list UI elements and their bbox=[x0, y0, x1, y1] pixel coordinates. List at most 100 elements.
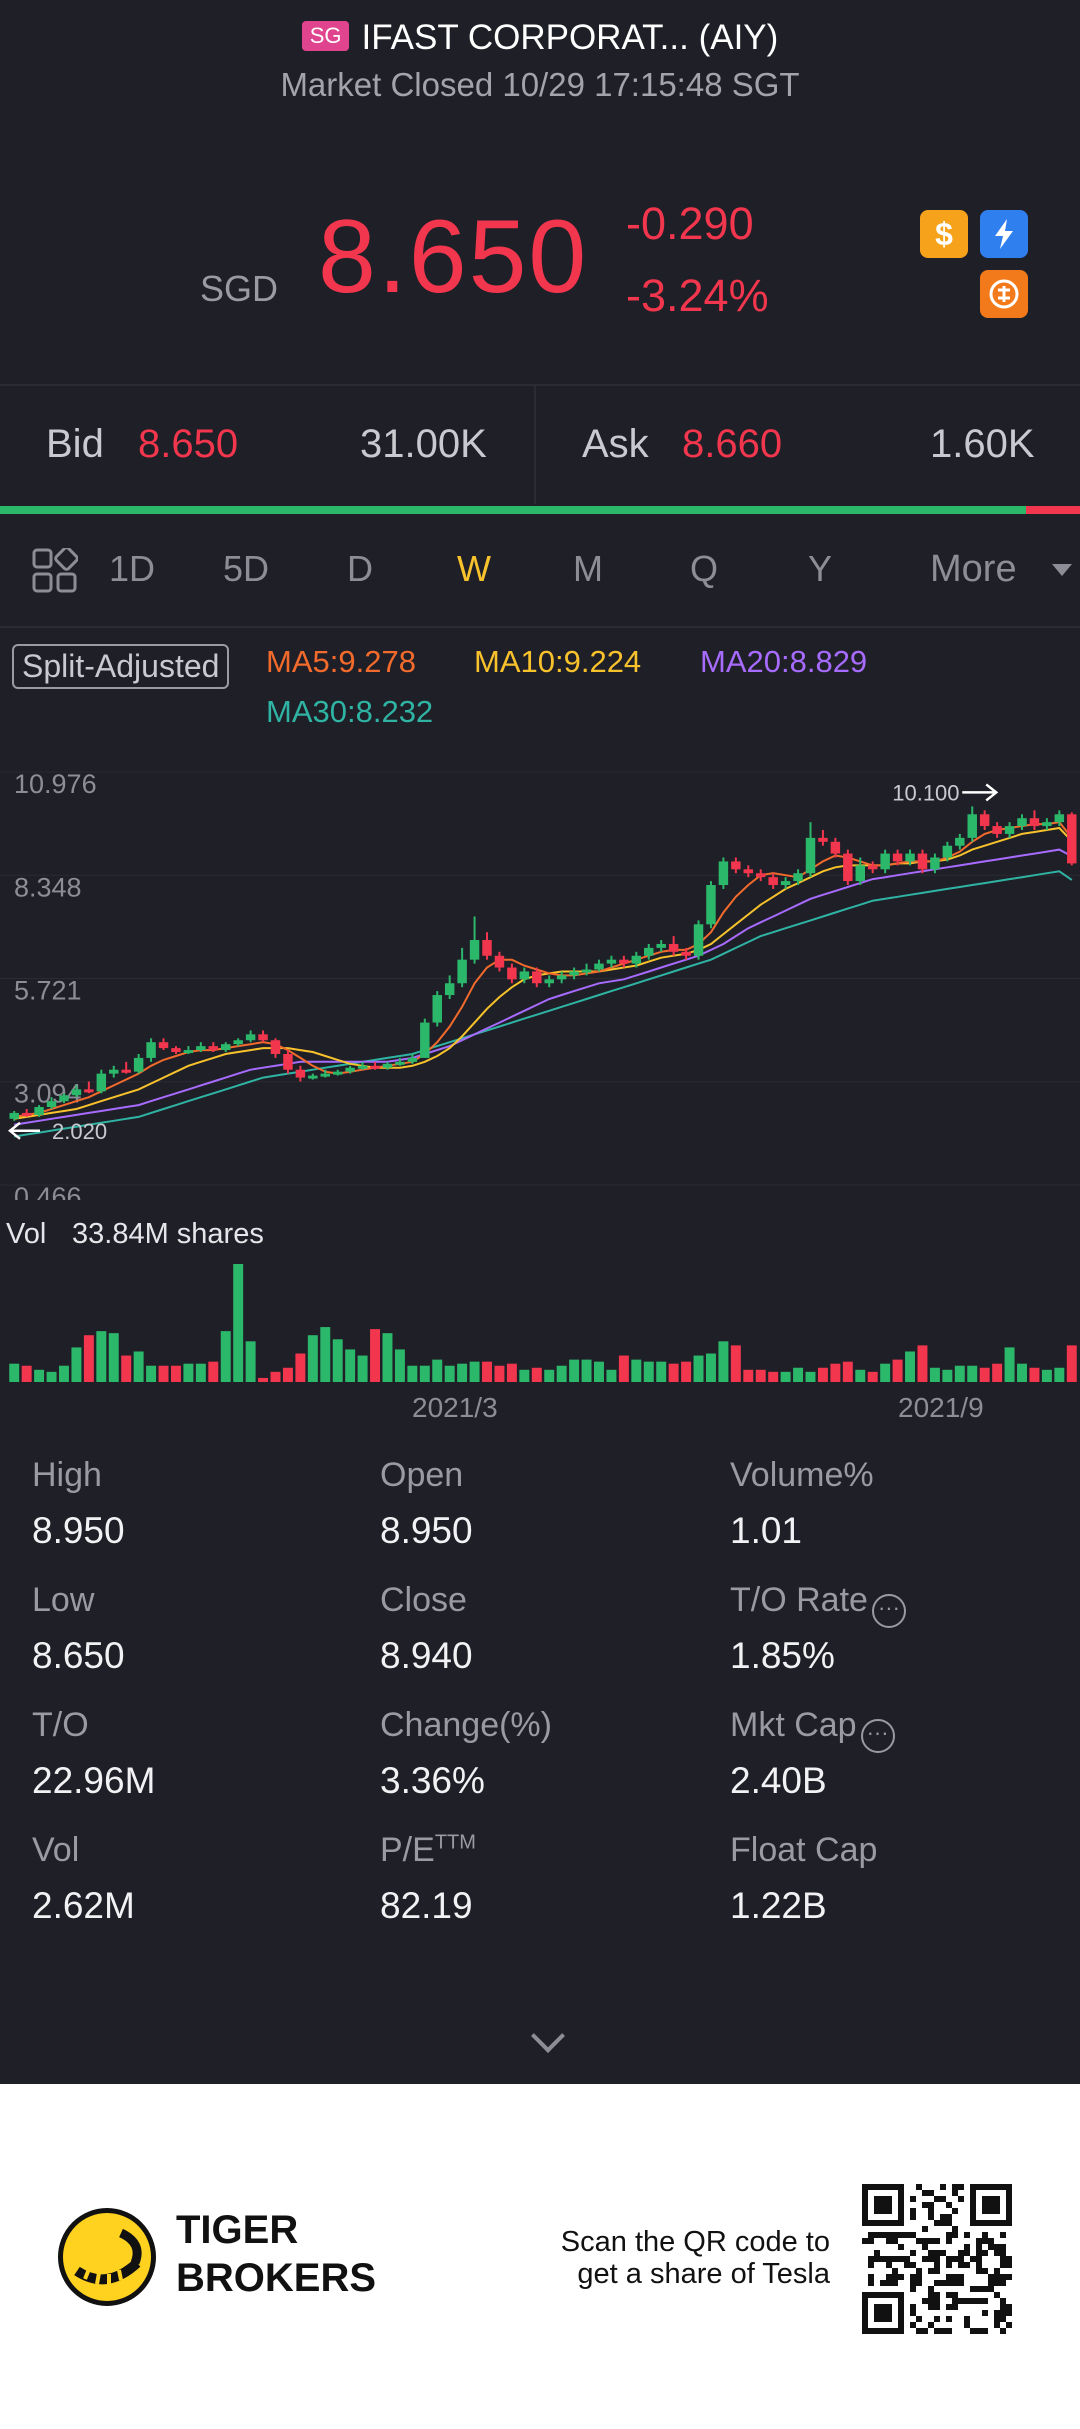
tab-more[interactable]: More bbox=[930, 548, 1017, 590]
candle[interactable] bbox=[619, 955, 629, 968]
candle[interactable] bbox=[855, 857, 865, 886]
candle[interactable] bbox=[345, 1065, 355, 1074]
candle[interactable] bbox=[681, 947, 691, 960]
candle[interactable] bbox=[370, 1061, 380, 1070]
candle[interactable] bbox=[942, 841, 953, 862]
candle[interactable] bbox=[245, 1030, 256, 1043]
candle[interactable] bbox=[34, 1105, 44, 1117]
candle[interactable] bbox=[221, 1042, 231, 1053]
candle[interactable] bbox=[979, 810, 990, 831]
stat-label[interactable]: T/O Rate ··· bbox=[730, 1581, 906, 1628]
candle[interactable] bbox=[756, 869, 766, 882]
chart-layout-icon[interactable] bbox=[32, 546, 79, 594]
candle[interactable] bbox=[594, 959, 604, 972]
candle[interactable] bbox=[780, 877, 791, 889]
candle[interactable] bbox=[295, 1065, 306, 1082]
candle[interactable] bbox=[905, 849, 915, 866]
candle[interactable] bbox=[992, 822, 1002, 838]
candle[interactable] bbox=[332, 1069, 343, 1076]
tab-d[interactable]: D bbox=[347, 548, 373, 589]
candle[interactable] bbox=[718, 857, 729, 889]
candle[interactable] bbox=[743, 865, 754, 878]
qr-code[interactable] bbox=[862, 2184, 1012, 2334]
candle[interactable] bbox=[469, 916, 480, 964]
candle[interactable] bbox=[668, 936, 679, 956]
candle[interactable] bbox=[208, 1042, 219, 1053]
candle[interactable] bbox=[1004, 822, 1015, 838]
candle[interactable] bbox=[196, 1042, 206, 1053]
candle[interactable] bbox=[96, 1069, 107, 1094]
candle[interactable] bbox=[644, 943, 654, 960]
candle[interactable] bbox=[1054, 810, 1065, 827]
stat-label[interactable]: Mkt Cap ··· bbox=[730, 1706, 895, 1753]
candle[interactable] bbox=[581, 963, 592, 976]
candle[interactable] bbox=[556, 971, 567, 984]
tab-q[interactable]: Q bbox=[689, 548, 718, 589]
candle[interactable] bbox=[320, 1069, 330, 1078]
candle[interactable] bbox=[768, 873, 778, 889]
candle[interactable] bbox=[357, 1061, 368, 1070]
candle[interactable] bbox=[46, 1097, 57, 1110]
candle[interactable] bbox=[955, 833, 965, 850]
candle[interactable] bbox=[1042, 818, 1052, 831]
candle[interactable] bbox=[382, 1061, 393, 1070]
candle[interactable] bbox=[731, 857, 741, 874]
candle[interactable] bbox=[507, 963, 517, 984]
candle[interactable] bbox=[109, 1065, 119, 1078]
candle[interactable] bbox=[706, 881, 716, 929]
candle[interactable] bbox=[457, 947, 467, 988]
candle[interactable] bbox=[693, 920, 704, 960]
candle[interactable] bbox=[805, 822, 816, 878]
coin-icon[interactable] bbox=[980, 270, 1028, 318]
candle[interactable] bbox=[656, 940, 666, 952]
candle[interactable] bbox=[432, 991, 442, 1027]
candle[interactable] bbox=[843, 849, 853, 886]
candle[interactable] bbox=[1029, 810, 1040, 831]
info-icon[interactable]: ··· bbox=[871, 1594, 906, 1628]
candle[interactable] bbox=[917, 849, 928, 874]
candle[interactable] bbox=[444, 975, 455, 999]
candle[interactable] bbox=[482, 932, 492, 960]
candle[interactable] bbox=[892, 849, 903, 866]
candle[interactable] bbox=[631, 951, 642, 968]
tab-m[interactable]: M bbox=[573, 548, 603, 589]
chevron-down-icon[interactable] bbox=[531, 2019, 565, 2053]
candle[interactable] bbox=[158, 1038, 169, 1051]
candle[interactable] bbox=[532, 967, 542, 988]
candle[interactable] bbox=[519, 967, 530, 984]
candle[interactable] bbox=[308, 1073, 318, 1080]
candle[interactable] bbox=[9, 1110, 19, 1121]
candle[interactable] bbox=[420, 1018, 430, 1058]
candle[interactable] bbox=[183, 1046, 194, 1054]
candle[interactable] bbox=[258, 1030, 268, 1043]
candle[interactable] bbox=[84, 1081, 94, 1094]
candle[interactable] bbox=[1067, 812, 1077, 866]
candle[interactable] bbox=[793, 869, 803, 886]
candle[interactable] bbox=[283, 1050, 293, 1074]
split-adjusted-toggle[interactable]: Split-Adjusted bbox=[12, 644, 230, 689]
candle[interactable] bbox=[270, 1038, 281, 1058]
candle[interactable] bbox=[569, 967, 579, 980]
candle[interactable] bbox=[133, 1053, 144, 1074]
candle[interactable] bbox=[606, 955, 617, 968]
candle[interactable] bbox=[21, 1109, 32, 1117]
volume-chart[interactable] bbox=[0, 1260, 1080, 1386]
candle[interactable] bbox=[967, 806, 977, 842]
tab-y[interactable]: Y bbox=[807, 548, 832, 589]
candle[interactable] bbox=[544, 975, 554, 988]
candle[interactable] bbox=[880, 849, 890, 874]
flash-icon[interactable] bbox=[980, 210, 1028, 258]
candle[interactable] bbox=[71, 1085, 82, 1098]
candle[interactable] bbox=[930, 853, 940, 874]
candle[interactable] bbox=[59, 1093, 69, 1104]
candle[interactable] bbox=[407, 1053, 418, 1064]
caret-down-icon[interactable] bbox=[1052, 564, 1072, 576]
candle[interactable] bbox=[233, 1038, 243, 1047]
candle[interactable] bbox=[867, 861, 878, 874]
dollar-icon[interactable]: $ bbox=[920, 210, 968, 258]
candle[interactable] bbox=[1017, 814, 1027, 831]
candle[interactable] bbox=[171, 1046, 181, 1054]
candle[interactable] bbox=[818, 830, 828, 846]
candle[interactable] bbox=[830, 837, 841, 858]
